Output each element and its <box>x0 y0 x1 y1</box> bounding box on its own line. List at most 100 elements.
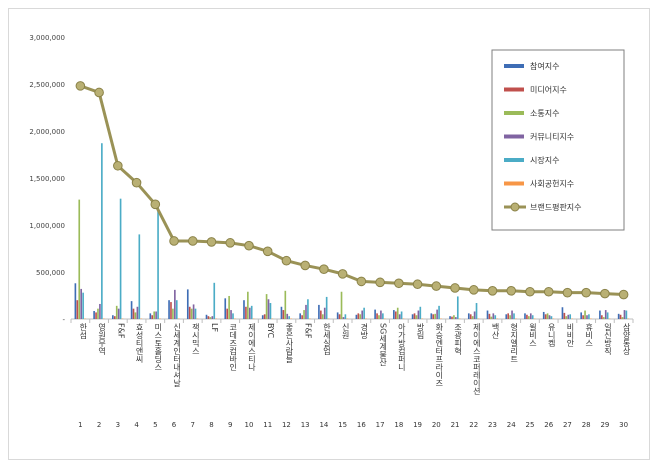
bar-소통지수 <box>303 310 305 319</box>
bar-소통지수 <box>453 315 455 319</box>
bar-참여지수 <box>542 311 545 319</box>
bar-소통지수 <box>265 294 268 319</box>
rank-label: 16 <box>357 421 366 429</box>
bar-참여지수 <box>261 315 264 319</box>
bar-커뮤니티지수 <box>455 317 457 319</box>
bar-소통지수 <box>490 316 493 319</box>
bar-시장지수 <box>438 305 440 319</box>
bar-시장지수 <box>157 208 159 319</box>
rank-label: 7 <box>191 421 195 429</box>
bar-시장지수 <box>138 234 141 319</box>
bar-소통지수 <box>134 312 137 319</box>
bar-커뮤니티지수 <box>567 314 570 319</box>
bar-미디어지수 <box>451 316 453 319</box>
bar-시장지수 <box>82 292 84 319</box>
point-브랜드평판지수 <box>600 288 610 299</box>
bar-미디어지수 <box>376 313 378 319</box>
rank-label: 4 <box>134 421 139 429</box>
bar-참여지수 <box>130 301 133 319</box>
rank-label: 15 <box>338 421 347 429</box>
bar-소통지수 <box>415 315 418 319</box>
bar-미디어지수 <box>301 315 303 319</box>
bar-시장지수 <box>101 143 103 319</box>
point-브랜드평판지수 <box>543 286 554 297</box>
category-label: 제이에스티나 <box>247 323 256 372</box>
point-브랜드평판지수 <box>581 287 591 298</box>
bar-미디어지수 <box>526 314 528 319</box>
bar-소통지수 <box>434 313 436 319</box>
bar-시장지수 <box>550 316 553 319</box>
legend-label: 참여지수 <box>530 61 559 71</box>
bar-소통지수 <box>284 290 287 319</box>
rank-label: 20 <box>432 421 441 429</box>
rank-label: 24 <box>507 421 516 429</box>
category-label: 방림 <box>416 322 425 339</box>
bar-참여지수 <box>524 313 526 319</box>
bar-소통지수 <box>584 310 586 319</box>
bar-미디어지수 <box>469 314 472 319</box>
legend-marker <box>510 202 520 212</box>
bar-미디어지수 <box>582 315 584 319</box>
bar-커뮤니티지수 <box>174 289 176 319</box>
legend-label: 사회공헌지수 <box>530 180 574 189</box>
category-label: 아가방컴퍼니 <box>397 322 406 372</box>
bar-시장지수 <box>213 282 216 319</box>
bar-미디어지수 <box>320 310 322 319</box>
legend-swatch <box>504 158 524 162</box>
legend-label: 브랜드평판지수 <box>530 202 582 212</box>
bar-소통지수 <box>602 317 605 319</box>
bar-커뮤니티지수 <box>136 306 139 319</box>
bar-커뮤니티지수 <box>473 311 476 319</box>
rank-label: 14 <box>319 421 328 429</box>
bar-커뮤니티지수 <box>305 304 307 319</box>
bar-커뮤니티지수 <box>230 310 232 319</box>
bar-미디어지수 <box>338 314 341 319</box>
bar-미디어지수 <box>394 311 397 319</box>
bar-시장지수 <box>588 314 590 319</box>
legend-box <box>491 49 625 231</box>
bar-소통지수 <box>396 307 399 319</box>
category-label: F&F <box>304 323 313 339</box>
bar-참여지수 <box>205 314 208 319</box>
rank-label: 27 <box>563 421 572 429</box>
point-브랜드평판지수 <box>356 276 367 287</box>
category-label: 좋은사람들 <box>285 323 294 363</box>
category-label: F&F <box>116 323 125 339</box>
bar-미디어지수 <box>170 302 172 319</box>
bar-참여지수 <box>224 298 227 319</box>
bar-참여지수 <box>467 313 470 319</box>
bar-참여지수 <box>486 310 489 319</box>
bar-시장지수 <box>194 308 197 319</box>
bar-커뮤니티지수 <box>548 315 551 319</box>
rank-label: 12 <box>282 421 291 429</box>
category-label: 윌비스 <box>528 322 537 347</box>
rank-label: 9 <box>228 421 232 429</box>
point-브랜드평판지수 <box>131 177 142 188</box>
point-브랜드평판지수 <box>300 260 310 271</box>
rank-label: 17 <box>376 421 385 429</box>
point-브랜드평판지수 <box>450 283 460 293</box>
category-label: BYC <box>266 323 275 339</box>
legend-swatch <box>504 134 524 139</box>
bar-미디어지수 <box>76 300 79 319</box>
bar-참여지수 <box>561 307 564 319</box>
bar-미디어지수 <box>563 312 566 319</box>
bar-커뮤니티지수 <box>323 307 326 319</box>
bar-소통지수 <box>509 315 511 319</box>
bar-미디어지수 <box>601 315 603 319</box>
point-브랜드평판지수 <box>525 286 535 297</box>
rank-label: 25 <box>526 421 535 429</box>
bar-시장지수 <box>250 305 253 319</box>
point-브랜드평판지수 <box>281 255 292 266</box>
point-브랜드평판지수 <box>319 264 329 274</box>
legend-swatch <box>504 111 524 115</box>
y-tick-label: - <box>62 316 65 324</box>
bar-시장지수 <box>269 303 272 319</box>
bar-시장지수 <box>625 310 628 319</box>
bar-커뮤니티지수 <box>248 307 251 319</box>
bar-소통지수 <box>228 295 230 319</box>
category-label: 한세실업 <box>322 323 331 355</box>
category-label: 제이에스코퍼레이션 <box>472 323 481 395</box>
category-label: 휴비스 <box>585 323 594 347</box>
legend-label: 시장지수 <box>530 155 559 165</box>
